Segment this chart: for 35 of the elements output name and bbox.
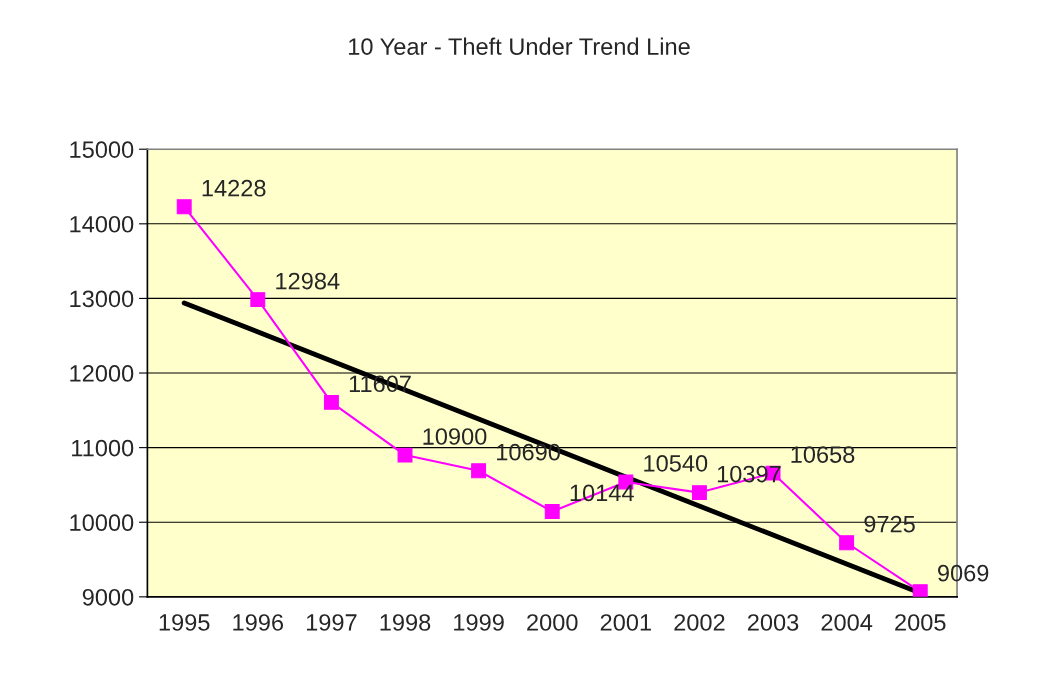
data-label: 10658	[791, 446, 855, 463]
x-tick-label: 2002	[674, 614, 725, 631]
data-label: 10900	[423, 428, 487, 445]
x-tick-label: 2000	[527, 614, 578, 631]
y-tick-label: 15000	[70, 141, 134, 158]
x-tick-label: 2001	[600, 614, 651, 631]
x-tick-label: 1995	[159, 614, 210, 631]
x-tick-label: 1996	[233, 614, 284, 631]
y-tick-label: 14000	[70, 215, 134, 233]
y-tick-label: 9000	[82, 588, 134, 606]
data-label: 9069	[938, 564, 989, 582]
data-label: 12984	[276, 272, 340, 290]
data-label: 14228	[202, 179, 266, 197]
point	[912, 584, 928, 597]
x-tick-label: 1999	[454, 614, 504, 631]
x-tick-label: 2005	[895, 614, 946, 631]
point	[250, 292, 266, 308]
x-tick-label: 1998	[380, 614, 431, 631]
y-tick-label: 11000	[72, 439, 134, 457]
x-tick-label: 2003	[747, 614, 799, 631]
point	[471, 463, 487, 479]
data-label: 10690	[497, 443, 561, 461]
y-tick-label: 13000	[70, 290, 134, 308]
point	[176, 199, 192, 215]
x-tick-label: 2004	[821, 614, 873, 631]
x-tick-label: 1997	[306, 614, 357, 631]
data-label: 10540	[644, 455, 708, 472]
point	[839, 535, 855, 551]
point	[544, 504, 560, 519]
y-tick-label: 12000	[70, 365, 134, 382]
point	[691, 485, 707, 501]
chart-title: 10 Year - Theft Under Trend Line	[349, 37, 690, 55]
point	[323, 394, 339, 410]
point	[397, 447, 413, 463]
y-tick-label: 10000	[70, 514, 134, 532]
